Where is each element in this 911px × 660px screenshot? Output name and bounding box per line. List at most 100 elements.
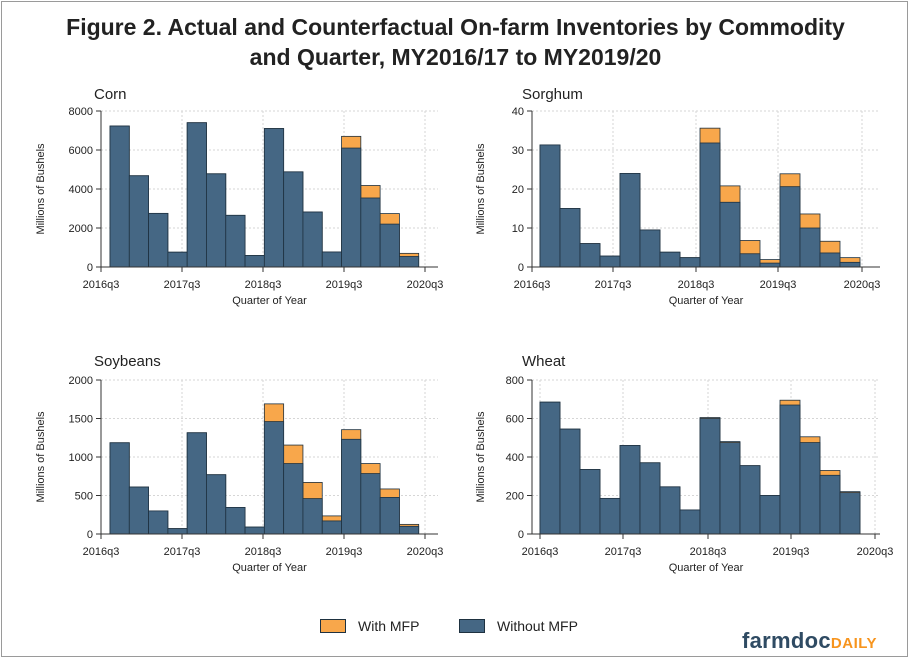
bar-without-mfp	[639, 462, 661, 535]
bar-without-mfp	[659, 486, 681, 535]
bar-without-mfp	[539, 144, 561, 268]
bar-without-mfp	[341, 147, 362, 268]
figure-title: Figure 2. Actual and Counterfactual On-f…	[0, 12, 911, 72]
bar-without-mfp	[302, 498, 323, 535]
bar-without-mfp	[799, 227, 821, 268]
bar-without-mfp	[302, 211, 323, 268]
bar-without-mfp	[599, 497, 621, 535]
y-tick-label: 600	[506, 414, 524, 426]
chart-title: Wheat	[522, 353, 566, 370]
logo-part1: farmdoc	[742, 628, 831, 653]
x-axis-title: Quarter of Year	[669, 295, 744, 307]
bar-without-mfp	[321, 520, 342, 535]
x-tick-label: 2020q3	[407, 546, 444, 558]
y-tick-label: 6000	[69, 145, 93, 157]
bar-without-mfp	[128, 486, 149, 535]
y-tick-label: 2000	[69, 223, 93, 235]
bar-without-mfp	[128, 175, 149, 268]
legend-label-without-mfp: Without MFP	[497, 618, 578, 634]
y-tick-label: 200	[506, 491, 524, 503]
x-tick-label: 2020q3	[407, 279, 444, 291]
bar-without-mfp	[244, 255, 265, 268]
figure-title-line2: and Quarter, MY2016/17 to MY2019/20	[249, 44, 662, 70]
bar-without-mfp	[399, 256, 420, 268]
bar-without-mfp	[109, 442, 130, 535]
bar-without-mfp	[341, 438, 362, 535]
x-tick-label: 2018q3	[245, 279, 282, 291]
bar-without-mfp	[839, 492, 861, 535]
chart-corn: Corn 0 2000 4000 6000 8000 2016q3 2017q3 2018q3 2…	[35, 86, 443, 307]
y-tick-label: 0	[87, 529, 93, 541]
x-axis-title: Quarter of Year	[669, 562, 744, 574]
bar-without-mfp	[283, 171, 304, 268]
bar-without-mfp	[225, 214, 246, 268]
x-tick-label: 2016q3	[83, 279, 120, 291]
bar-without-mfp	[659, 251, 681, 268]
x-tick-label: 2016q3	[83, 546, 120, 558]
bar-without-mfp	[759, 495, 781, 535]
x-tick-label: 2018q3	[690, 546, 727, 558]
y-tick-label: 0	[87, 262, 93, 274]
legend-item-with-mfp: With MFP	[320, 618, 419, 634]
bar-without-mfp	[186, 122, 207, 268]
logo-part2: DAILY	[830, 635, 878, 652]
bar-without-mfp	[739, 465, 761, 535]
legend-swatch-without-mfp	[459, 619, 485, 633]
bar-without-mfp	[148, 510, 169, 535]
bar-without-mfp	[639, 229, 661, 268]
x-tick-label: 2017q3	[595, 279, 632, 291]
x-axis-title: Quarter of Year	[232, 562, 307, 574]
y-tick-label: 400	[506, 452, 524, 464]
bar-without-mfp	[719, 201, 741, 268]
bar-without-mfp	[263, 421, 285, 535]
y-tick-label: 2000	[69, 375, 93, 387]
x-tick-label: 2020q3	[857, 546, 894, 558]
x-tick-label: 2017q3	[164, 546, 201, 558]
bar-without-mfp	[186, 432, 207, 535]
bar-without-mfp	[559, 428, 581, 535]
y-tick-label: 20	[512, 184, 524, 196]
y-tick-label: 0	[518, 262, 524, 274]
y-axis-title: Millions of Bushels	[475, 143, 487, 235]
bar-without-mfp	[799, 442, 821, 535]
farmdoc-daily-logo: farmdocDAILY	[742, 628, 877, 654]
y-tick-label: 8000	[69, 106, 93, 118]
y-tick-label: 800	[506, 375, 524, 387]
bar-without-mfp	[539, 401, 561, 535]
x-tick-label: 2017q3	[605, 546, 642, 558]
y-axis-title: Millions of Bushels	[35, 143, 47, 235]
x-tick-label: 2018q3	[678, 279, 715, 291]
bar-without-mfp	[244, 526, 265, 535]
bar-without-mfp	[619, 445, 641, 535]
bar-without-mfp	[379, 223, 400, 268]
chart-soybeans: Soybeans 0 500 1000 1500 2000 2016q3 2017q3 2018…	[35, 353, 443, 574]
bar-without-mfp	[619, 172, 641, 268]
bar-without-mfp	[579, 469, 601, 535]
bar-without-mfp	[699, 142, 721, 268]
chart-sorghum: Sorghum 0 10 20 30 40 2016q3 2017q3 2018q3 2019q3…	[475, 86, 880, 307]
bar-without-mfp	[699, 418, 721, 535]
chart-title: Soybeans	[94, 353, 161, 370]
bar-without-mfp	[399, 525, 420, 535]
x-axis-title: Quarter of Year	[232, 295, 307, 307]
y-axis-title: Millions of Bushels	[35, 411, 47, 503]
legend: With MFP Without MFP	[0, 612, 911, 640]
bar-without-mfp	[167, 251, 188, 268]
legend-swatch-with-mfp	[320, 619, 346, 633]
bar-without-mfp	[579, 243, 601, 268]
y-tick-label: 10	[512, 223, 524, 235]
legend-item-without-mfp: Without MFP	[459, 618, 578, 634]
y-tick-label: 1500	[69, 414, 93, 426]
chart-title: Sorghum	[522, 86, 583, 103]
y-tick-label: 500	[75, 491, 93, 503]
bar-without-mfp	[719, 442, 741, 535]
y-tick-label: 1000	[69, 452, 93, 464]
bar-without-mfp	[263, 128, 285, 268]
bar-without-mfp	[206, 474, 227, 535]
x-tick-label: 2017q3	[164, 279, 201, 291]
x-tick-label: 2018q3	[245, 546, 282, 558]
bar-without-mfp	[679, 257, 701, 268]
figure-title-line1: Figure 2. Actual and Counterfactual On-f…	[66, 14, 845, 40]
